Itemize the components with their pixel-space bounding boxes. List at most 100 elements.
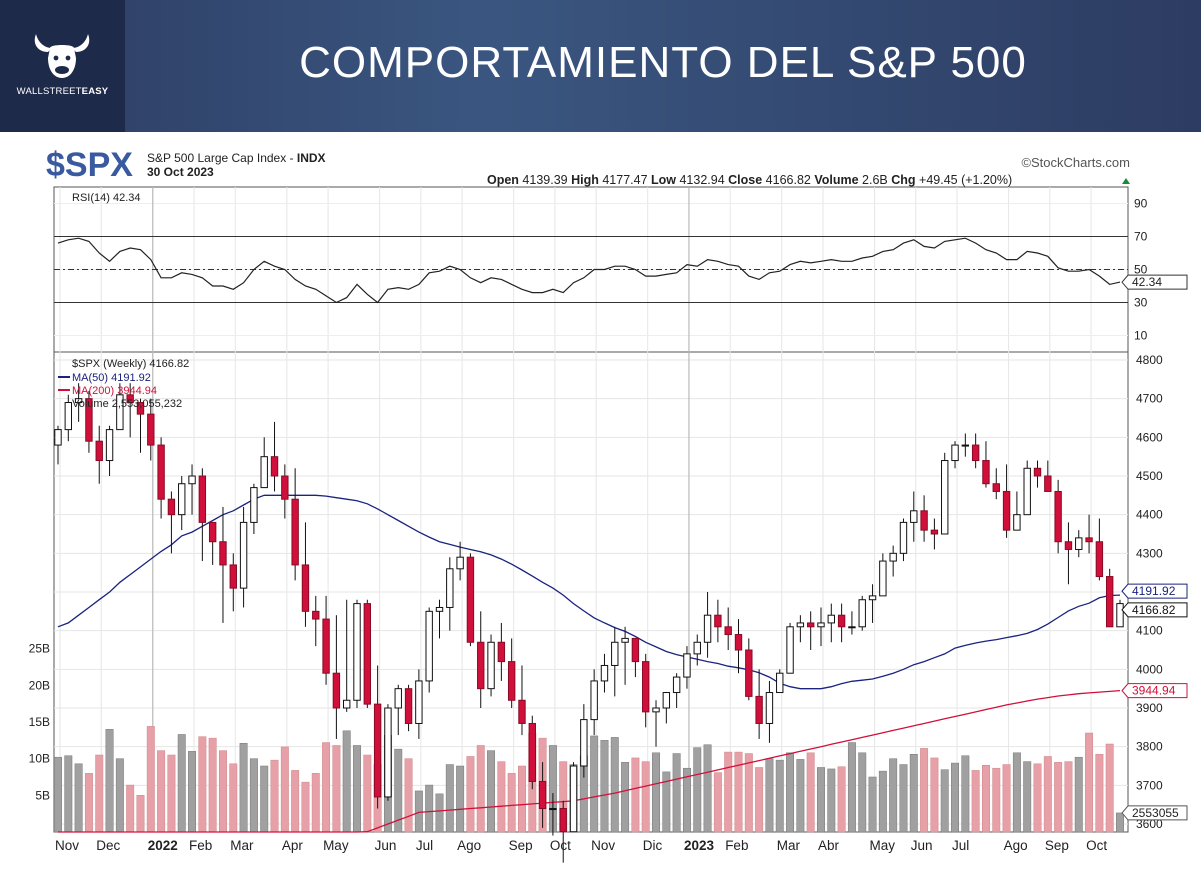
price-tick-label: 4400	[1136, 508, 1163, 522]
candle-body	[951, 444, 959, 462]
candle-body	[889, 552, 897, 562]
volume-tick-label: 25B	[29, 642, 50, 656]
volume-bar	[208, 737, 217, 833]
volume-bar	[796, 759, 805, 833]
candle-body	[1044, 475, 1052, 492]
volume-bar	[858, 752, 867, 833]
candle-body	[858, 599, 866, 628]
x-tick-label: Mar	[777, 838, 801, 853]
volume-bar	[84, 773, 93, 833]
candle-body	[652, 707, 660, 713]
price-tick-label: 4300	[1136, 546, 1163, 560]
volume-bar	[806, 752, 815, 833]
stock-chart: $SPX S&P 500 Large Cap Index - INDX 30 O…	[29, 146, 1188, 863]
volume-bar	[1043, 756, 1052, 833]
x-tick-label: Ago	[457, 838, 481, 853]
candle-body	[54, 429, 62, 446]
price-tick-label: 3600	[1136, 817, 1163, 831]
candle-body	[941, 460, 949, 535]
candle-body	[435, 606, 444, 612]
candle-body	[425, 610, 433, 682]
rsi-tick-label: 10	[1134, 329, 1148, 343]
candle-body	[363, 603, 372, 705]
x-tick-label: Feb	[725, 838, 748, 853]
volume-bar	[219, 750, 227, 833]
candle-body	[301, 564, 310, 612]
volume-bar	[662, 771, 671, 833]
volume-bar	[126, 784, 135, 833]
rsi-tick-label: 70	[1134, 230, 1148, 244]
volume-bar	[260, 765, 269, 833]
volume-bar	[610, 737, 619, 833]
volume-bar	[414, 790, 423, 833]
volume-bar	[920, 748, 929, 833]
candle-body	[167, 498, 176, 516]
candle-body	[260, 456, 268, 489]
x-tick-label: Sep	[1045, 838, 1069, 853]
volume-bar	[74, 763, 83, 833]
candle-body	[518, 699, 526, 724]
volume-bar	[1116, 812, 1124, 833]
candle-body	[528, 722, 536, 782]
candle-body	[971, 444, 980, 462]
candle-body	[1054, 490, 1062, 543]
candle-body	[745, 649, 753, 697]
candle-body	[837, 614, 846, 628]
volume-bar	[1054, 762, 1063, 833]
candle-body	[384, 707, 392, 798]
volume-bar	[64, 755, 73, 833]
volume-bar	[270, 759, 279, 833]
volume-bar	[590, 735, 599, 833]
x-tick-label: Abr	[818, 838, 840, 853]
volume-bar	[322, 742, 331, 833]
volume-tick-label: 20B	[29, 678, 50, 692]
chart-symbol: $SPX	[46, 146, 133, 184]
volume-bar	[146, 726, 155, 833]
volume-bar	[641, 761, 650, 833]
candle-body	[270, 456, 279, 477]
candle-body	[1064, 541, 1073, 550]
candle-body	[343, 699, 351, 709]
ma200-legend: MA(200) 3944.94	[72, 385, 157, 397]
candle-body	[157, 444, 165, 500]
candle-body	[600, 664, 609, 682]
candle-body	[85, 398, 93, 442]
volume-bar	[899, 764, 908, 833]
volume-bar	[291, 770, 300, 833]
volume-bar	[167, 754, 176, 833]
volume-tick-label: 15B	[29, 715, 50, 729]
candle-body	[239, 521, 248, 589]
candle-body	[642, 661, 650, 713]
volume-bar	[693, 747, 702, 833]
price-tick-label: 3700	[1136, 778, 1163, 792]
candle-body	[714, 614, 722, 628]
title-banner: WALLSTREETEASY COMPORTAMIENTO DEL S&P 50…	[0, 0, 1201, 132]
candle-body	[538, 780, 547, 810]
candle-body	[136, 402, 145, 415]
volume-bar	[497, 761, 506, 833]
moving-averages	[57, 494, 1121, 833]
volume-bar	[744, 753, 753, 833]
logo[interactable]: WALLSTREETEASY	[0, 0, 125, 132]
x-tick-label: May	[870, 838, 896, 853]
candle-body	[322, 618, 330, 674]
candle-body	[178, 483, 186, 516]
candle-body	[724, 626, 732, 636]
x-tick-label: Oct	[1086, 838, 1107, 853]
candle-body	[507, 661, 516, 701]
x-tick-label: Nov	[55, 838, 79, 853]
candle-body	[776, 672, 784, 694]
candle-body	[580, 719, 588, 767]
up-triangle-icon	[1122, 178, 1130, 184]
volume-bar	[507, 773, 516, 833]
axes: 1030507090360037003800390040004100420043…	[29, 197, 1163, 854]
candle-body	[672, 676, 681, 694]
x-tick-label: Feb	[189, 838, 212, 853]
price-tick-label: 3900	[1136, 701, 1163, 715]
volume-bar	[363, 754, 372, 833]
volume-bar	[239, 743, 248, 833]
rsi-tick-label: 90	[1134, 197, 1148, 211]
candle-body	[291, 498, 299, 566]
close-value-tag: 4166.82	[1132, 603, 1176, 617]
price-tick-label: 4700	[1136, 392, 1163, 406]
